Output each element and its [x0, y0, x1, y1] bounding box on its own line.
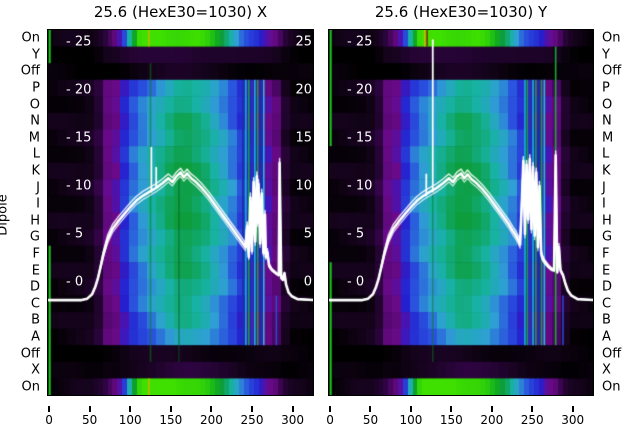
x-ticklabel-1-100: 100	[399, 413, 423, 427]
x-ticklabel-1-250: 250	[520, 413, 544, 427]
x-ticklabel-0-100: 100	[118, 413, 142, 427]
dipole-label-left-i: I	[36, 196, 40, 212]
dipole-label-left-p: P	[32, 80, 40, 96]
x-tickmark-1-50	[369, 406, 372, 412]
x-tickmark-1-300	[571, 406, 574, 412]
dipole-label-right-off: Off	[602, 346, 622, 362]
dipole-label-left-f: F	[32, 246, 40, 262]
dipole-label-left-j: J	[36, 180, 40, 196]
heatmap-panel-y	[329, 30, 593, 395]
dipole-label-left-e: E	[31, 263, 40, 279]
dipole-axis-label: Dipole	[0, 194, 11, 236]
panel-x-title: 25.6 (HexE30=1030) X	[93, 3, 268, 21]
value-tick-y-5: - 5	[347, 226, 365, 242]
dipole-label-left-k: K	[31, 163, 40, 179]
x-tickmark-0-100	[129, 406, 132, 412]
value-tick-y-25: - 25	[347, 34, 373, 50]
value-tick-x-5: - 5	[66, 226, 84, 242]
dipole-label-left-b: B	[31, 312, 40, 328]
x-ticklabel-0-150: 150	[159, 413, 183, 427]
value-tick-x-right-10: 10	[295, 178, 312, 194]
x-tickmark-0-250	[251, 406, 253, 412]
dipole-label-right-d: D	[602, 279, 613, 295]
x-ticklabel-1-50: 50	[362, 413, 379, 427]
x-ticklabel-1-300: 300	[561, 413, 585, 427]
dipole-label-left-off: Off	[20, 346, 40, 362]
x-tickmark-1-200	[490, 406, 493, 412]
x-tickmark-0-50	[88, 406, 91, 412]
value-tick-x-right-0: 0	[303, 274, 312, 290]
value-tick-y-10: - 10	[347, 178, 373, 194]
x-ticklabel-0-0: 0	[45, 413, 53, 427]
dipole-label-right-on: On	[602, 379, 621, 395]
value-tick-y-0: - 0	[347, 274, 365, 290]
dipole-label-right-c: C	[602, 296, 612, 312]
dipole-label-right-a: A	[602, 329, 611, 345]
dipole-label-left-x: X	[31, 362, 40, 378]
value-tick-x-right-15: 15	[295, 130, 312, 146]
dipole-label-right-b: B	[602, 312, 611, 328]
x-tickmark-1-100	[409, 406, 412, 412]
panel-y-title: 25.6 (HexE30=1030) Y	[374, 3, 548, 21]
x-tickmark-1-250	[531, 406, 534, 412]
dipole-label-right-h: H	[602, 213, 612, 229]
dipole-label-right-l: L	[602, 146, 610, 162]
dipole-label-right-y: Y	[602, 47, 610, 63]
dipole-label-right-f: F	[602, 246, 610, 262]
dipole-label-right-n: N	[602, 113, 612, 129]
x-ticklabel-0-250: 250	[240, 413, 264, 427]
dipole-label-left-l: L	[32, 146, 40, 162]
dipole-label-right-e: E	[602, 263, 611, 279]
dipole-label-left-h: H	[30, 213, 40, 229]
dipole-label-right-g: G	[602, 229, 613, 245]
value-tick-y-15: - 15	[347, 130, 373, 146]
dipole-label-left-m: M	[28, 130, 40, 146]
dipole-label-left-g: G	[29, 229, 40, 245]
x-tickmark-0-150	[169, 406, 172, 412]
value-tick-x-20: - 20	[66, 82, 92, 98]
dipole-label-left-on: On	[21, 379, 40, 395]
value-tick-x-right-25: 25	[295, 34, 312, 50]
dipole-label-right-j: J	[602, 180, 606, 196]
dipole-label-left-c: C	[30, 296, 40, 312]
dipole-label-left-off: Off	[20, 63, 40, 79]
x-ticklabel-1-150: 150	[439, 413, 463, 427]
dipole-label-left-d: D	[29, 279, 40, 295]
dipole-label-right-o: O	[602, 97, 613, 113]
dipole-label-left-on: On	[21, 30, 40, 46]
dipole-label-left-a: A	[31, 329, 40, 345]
value-tick-x-10: - 10	[66, 178, 92, 194]
value-tick-x-15: - 15	[66, 130, 92, 146]
x-ticklabel-1-200: 200	[480, 413, 504, 427]
dipole-label-left-n: N	[30, 113, 40, 129]
x-ticklabel-1-0: 0	[326, 413, 334, 427]
x-tickmark-1-150	[450, 406, 453, 412]
dipole-label-right-p: P	[602, 80, 610, 96]
dipole-label-right-m: M	[602, 130, 614, 146]
dipole-label-right-k: K	[602, 163, 611, 179]
x-tickmark-0-300	[291, 406, 294, 412]
dipole-label-right-on: On	[602, 30, 621, 46]
x-ticklabel-0-200: 200	[199, 413, 223, 427]
x-ticklabel-0-300: 300	[281, 413, 305, 427]
x-tickmark-0-200	[210, 406, 213, 412]
dipole-label-left-o: O	[29, 97, 40, 113]
x-tickmark-1-0	[329, 406, 332, 412]
x-tickmark-0-0	[48, 406, 51, 412]
dipole-label-right-i: I	[602, 196, 606, 212]
x-ticklabel-0-50: 50	[82, 413, 98, 427]
value-tick-x-0: - 0	[66, 274, 84, 290]
value-tick-x-right-5: 5	[303, 226, 312, 242]
dipole-label-right-off: Off	[602, 63, 622, 79]
dipole-label-left-y: Y	[32, 47, 40, 63]
value-tick-y-20: - 20	[347, 82, 373, 98]
value-tick-x-25: - 25	[66, 34, 92, 50]
dipole-label-right-x: X	[602, 362, 611, 378]
heatmap-panel-x	[48, 30, 313, 395]
value-tick-x-right-20: 20	[295, 82, 312, 98]
